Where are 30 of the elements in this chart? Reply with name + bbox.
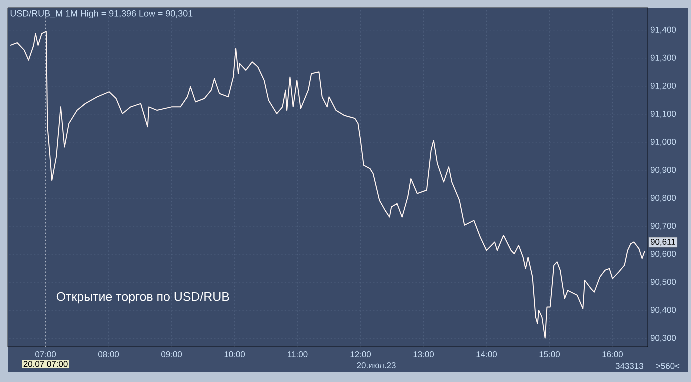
x-tick-label: 07:00 <box>36 352 56 358</box>
x-tick-label: 15:00 <box>540 352 560 358</box>
x-tick-label: 09:00 <box>162 352 182 358</box>
line-series <box>10 31 646 339</box>
y-tick-label: 91,100 <box>650 110 676 118</box>
x-tick-label: 08:00 <box>98 352 120 358</box>
text: 343313 <box>616 363 644 370</box>
x-tick-label: 14:00 <box>476 352 498 358</box>
text: >560< <box>656 363 680 370</box>
annotation: Открытие торгов по USD/RUB <box>56 292 230 304</box>
x-tick-label: 11:00 <box>288 352 308 358</box>
y-tick-label: 91,300 <box>650 54 676 62</box>
y-tick-label: 90,500 <box>650 279 676 286</box>
y-tick-label: 91,000 <box>650 138 676 146</box>
chart-title: USD/RUB_M 1M High = 91,396 Low = 90,301 <box>10 10 193 19</box>
x-tick-label: 12:00 <box>350 352 372 358</box>
y-tick-label: 90,400 <box>650 307 676 314</box>
x-tick-label: 13:00 <box>414 352 434 358</box>
text: 20.июл.23 <box>357 362 396 369</box>
ref-line-label: 20.07 07:00 <box>24 361 68 368</box>
y-tick-label: 90,900 <box>650 167 676 174</box>
x-tick-label: 10:00 <box>224 352 246 358</box>
y-tick-label: 90,600 <box>650 251 676 258</box>
y-tick-label: 90,700 <box>650 223 676 230</box>
y-tick-label: 91,400 <box>650 26 676 34</box>
y-tick-label: 90,800 <box>650 195 676 202</box>
y-tick-label: 90,300 <box>650 335 676 342</box>
x-tick-label: 16:00 <box>602 352 623 358</box>
y-tick-label: 91,200 <box>650 82 676 90</box>
annotation: 90,611 <box>650 238 676 246</box>
